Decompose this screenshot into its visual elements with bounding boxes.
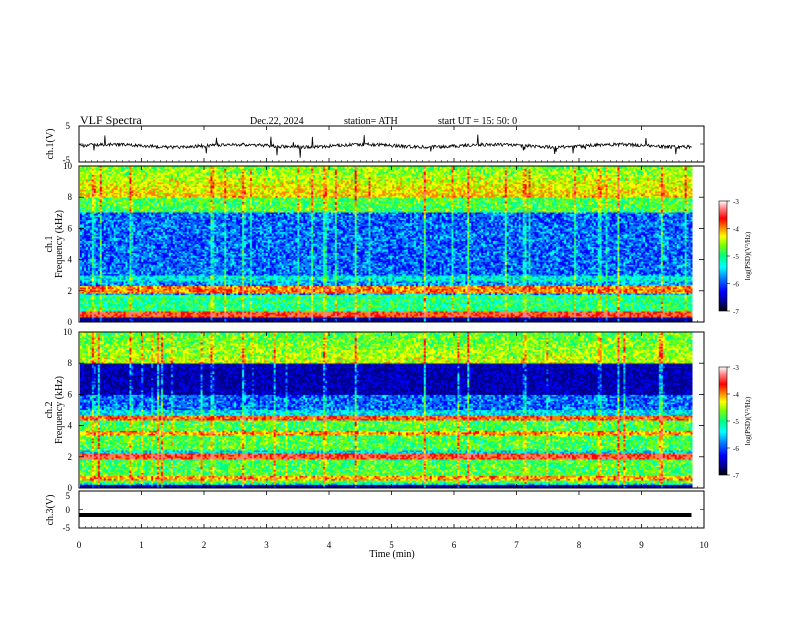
- ch2-spectrogram-image: [80, 332, 693, 488]
- ch2-colorbar: -3 -4 -5 -6 -7 log(PSD)(V²/Hz): [718, 364, 752, 480]
- time-tick-label: 9: [639, 540, 644, 550]
- colorbar-tick-label: -7: [733, 472, 739, 480]
- ch3-waveform-panel: 5 0 -5 ch.3(V): [45, 490, 705, 533]
- figure-title: VLF Spectra: [80, 113, 142, 127]
- ch3-ytick-0: 0: [66, 505, 71, 515]
- time-tick-label: 0: [77, 540, 82, 550]
- ch1-waveform-frame: [78, 125, 705, 163]
- time-tick-label: 6: [452, 540, 457, 550]
- ch1-waveform-ylabel: ch.1(V): [45, 129, 56, 160]
- ch1-waveform-line: [78, 134, 692, 158]
- ch3-waveform-ylabel: ch.3(V): [45, 495, 56, 526]
- ch2-spectrogram-yticks: 0 2 4 6 8 10: [63, 327, 704, 493]
- freq-tick-label: 0: [68, 317, 73, 327]
- ch3-ytick-minus5: -5: [63, 523, 71, 533]
- ch1-spectrogram-yticks: 0 2 4 6 8 10: [63, 161, 704, 327]
- time-axis-label: Time (min): [369, 549, 414, 560]
- ch3-ytick-5: 5: [66, 491, 71, 501]
- ch1-colorbar-gradient: [718, 200, 728, 312]
- ch2-spectrogram-panel: 0 2 4 6 8 10 ch.2 Frequency (kHz): [44, 327, 705, 493]
- ch1-waveform-panel: 5 -5 ch.1(V): [45, 121, 705, 165]
- freq-tick-label: 2: [68, 452, 73, 462]
- colorbar-tick-label: -4: [733, 391, 739, 399]
- ch1-spectrogram-image: [80, 166, 693, 322]
- time-tick-label: 1: [139, 540, 144, 550]
- colorbar-tick-label: -3: [733, 198, 739, 206]
- ch1-ytick-5: 5: [66, 121, 71, 131]
- colorbar-tick-label: -4: [733, 226, 739, 234]
- colorbar-tick-label: -6: [733, 281, 739, 289]
- ch1-colorbar: -3 -4 -5 -6 -7 log(PSD)(V²/Hz): [718, 198, 752, 316]
- ch1-colorbar-ticks: -3 -4 -5 -6 -7: [727, 198, 739, 316]
- time-tick-label: 8: [577, 540, 582, 550]
- freq-tick-label: 8: [68, 358, 73, 368]
- time-tick-label: 3: [264, 540, 269, 550]
- colorbar-tick-label: -5: [733, 418, 739, 426]
- colorbar-tick-label: -6: [733, 445, 739, 453]
- ch1-spectrogram-panel: 0 2 4 6 8 10 ch.1 Frequency (kHz): [44, 161, 705, 327]
- freq-tick-label: 8: [68, 192, 73, 202]
- freq-tick-label: 4: [68, 255, 73, 265]
- time-tick-label: 10: [700, 540, 710, 550]
- spectrogram-raster: [80, 332, 693, 488]
- date-label: Dec.22, 2024: [250, 116, 304, 127]
- freq-tick-label: 0: [68, 483, 73, 493]
- ch3-waveform-frame: [78, 490, 705, 529]
- freq-tick-label: 6: [68, 389, 73, 399]
- ch2-spectrogram-ylabel-frequency: Frequency (kHz): [54, 376, 65, 444]
- freq-tick-label: 2: [68, 286, 73, 296]
- freq-tick-label: 4: [68, 421, 73, 431]
- colorbar-tick-label: -3: [733, 364, 739, 372]
- ch1-spectrogram-ylabel-frequency: Frequency (kHz): [54, 210, 65, 278]
- time-tick-label: 4: [327, 540, 332, 550]
- freq-tick-label: 10: [63, 327, 73, 337]
- time-tick-label: 7: [514, 540, 519, 550]
- time-axis-ticks: 0 1 2 3 4 5 6 7 8 9 10: [77, 126, 709, 550]
- ch2-colorbar-ticks: -3 -4 -5 -6 -7: [727, 364, 739, 480]
- freq-tick-label: 6: [68, 223, 73, 233]
- ch1-colorbar-label: log(PSD)(V²/Hz): [744, 231, 752, 280]
- station-label: station= ATH: [344, 116, 398, 127]
- ch2-colorbar-gradient: [718, 366, 728, 476]
- freq-tick-label: 10: [63, 161, 73, 171]
- ch2-spectrogram-ylabel-channel: ch.2: [44, 402, 55, 419]
- start-ut-label: start UT = 15: 50: 0: [438, 116, 517, 127]
- ch1-spectrogram-ylabel-channel: ch.1: [44, 236, 55, 253]
- time-tick-label: 5: [389, 540, 394, 550]
- ch2-colorbar-label: log(PSD)(V²/Hz): [744, 396, 752, 445]
- ch1-ytick-minus5: -5: [63, 155, 71, 165]
- time-tick-label: 2: [202, 540, 207, 550]
- colorbar-tick-label: -7: [733, 308, 739, 316]
- spectrogram-raster: [80, 166, 693, 322]
- colorbar-tick-label: -5: [733, 253, 739, 261]
